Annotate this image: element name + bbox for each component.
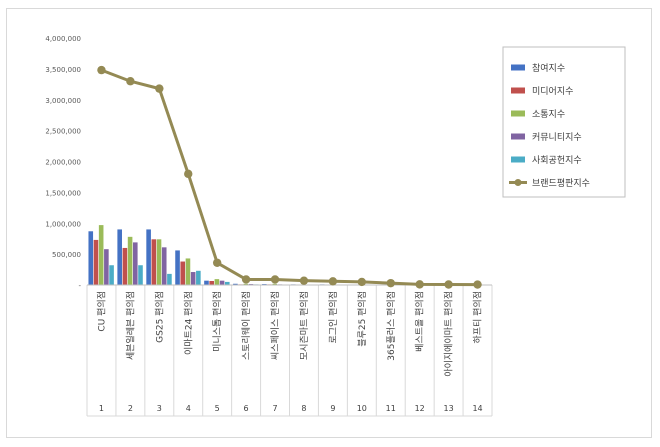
legend-swatch bbox=[511, 156, 525, 163]
category-label: 로그인 편의점 bbox=[327, 291, 339, 344]
y-tick-label: 2,000,000 bbox=[45, 159, 81, 167]
category-index: 3 bbox=[157, 404, 162, 413]
category-label: 모시즌마트 편의점 bbox=[298, 291, 310, 360]
category-index: 1 bbox=[99, 404, 104, 413]
category-index: 7 bbox=[272, 404, 277, 413]
legend-swatch bbox=[511, 110, 525, 117]
bar-4 bbox=[161, 247, 167, 285]
bar-3 bbox=[243, 283, 249, 285]
line-point bbox=[328, 277, 338, 286]
bar-2 bbox=[180, 261, 186, 285]
bar-4 bbox=[190, 272, 196, 285]
line-point bbox=[212, 258, 222, 267]
line-series bbox=[100, 68, 478, 287]
category-label: 아이지에이마트 편의점 bbox=[443, 291, 455, 377]
bar-1 bbox=[233, 283, 238, 285]
bar-1 bbox=[117, 229, 122, 285]
bar-1 bbox=[88, 231, 94, 285]
legend-label: 브랜드평판지수 bbox=[532, 178, 590, 189]
bar-1 bbox=[146, 229, 151, 285]
category-label: 스토리웨이 편의점 bbox=[240, 291, 252, 360]
category-label: GS25 편의점 bbox=[153, 291, 165, 343]
legend-label: 참여지수 bbox=[532, 62, 565, 74]
category-index: 9 bbox=[330, 404, 335, 413]
line-point bbox=[357, 277, 367, 287]
category-label: 하프티 편의점 bbox=[472, 291, 484, 344]
y-tick-label: - bbox=[78, 282, 81, 290]
category-index: 6 bbox=[244, 404, 249, 413]
category-index: 12 bbox=[415, 404, 425, 413]
legend-label: 미디어지수 bbox=[532, 86, 573, 97]
bar-1 bbox=[204, 280, 209, 285]
bar-3 bbox=[272, 283, 278, 285]
category-label: CU 편의점 bbox=[95, 291, 107, 332]
bar-4 bbox=[104, 249, 109, 285]
line-point bbox=[126, 77, 135, 86]
category-label: 이마트24 편의점 bbox=[182, 291, 194, 355]
bar-5 bbox=[196, 270, 201, 285]
legend-swatch bbox=[511, 87, 525, 94]
y-tick-label: 3,000,000 bbox=[45, 97, 81, 105]
category-label: 365플러스 편의점 bbox=[385, 291, 397, 361]
y-tick-label: 4,000,000 bbox=[45, 35, 81, 43]
bar-5 bbox=[167, 273, 172, 285]
legend-swatch bbox=[511, 133, 525, 140]
category-label: 세븐일레븐 편의점 bbox=[124, 291, 136, 360]
category-index: 13 bbox=[444, 404, 454, 413]
bar-5 bbox=[224, 281, 230, 285]
bar-3 bbox=[214, 279, 220, 285]
category-label: 블루25 편의점 bbox=[356, 291, 368, 347]
legend-label: 소통지수 bbox=[532, 109, 565, 120]
line-point bbox=[299, 276, 309, 285]
y-tick-label: 3,500,000 bbox=[45, 66, 81, 74]
category-index: 8 bbox=[301, 404, 306, 413]
y-tick-label: 1,000,000 bbox=[45, 220, 81, 228]
line-point bbox=[444, 280, 453, 289]
bar-3 bbox=[98, 225, 104, 285]
line-point bbox=[97, 65, 106, 75]
bar-3 bbox=[185, 258, 191, 285]
y-tick-label: 1,500,000 bbox=[45, 189, 81, 197]
category-label: 미니스톱 편의점 bbox=[211, 291, 223, 352]
line-point bbox=[184, 169, 193, 179]
legend-marker bbox=[514, 179, 522, 186]
line-point bbox=[155, 84, 164, 93]
line-point bbox=[473, 280, 482, 289]
category-index: 4 bbox=[186, 404, 191, 413]
y-tick-label: 500,000 bbox=[52, 251, 81, 259]
category-index: 10 bbox=[357, 404, 367, 413]
y-tick-label: 2,500,000 bbox=[45, 128, 81, 136]
legend-swatch bbox=[511, 64, 525, 71]
line-point bbox=[415, 280, 424, 289]
category-index: 2 bbox=[128, 404, 133, 413]
bar-5 bbox=[109, 265, 114, 285]
bar-1 bbox=[175, 250, 180, 285]
line-point bbox=[270, 275, 280, 284]
category-index: 5 bbox=[215, 404, 220, 413]
category-index: 11 bbox=[386, 404, 396, 413]
category-index: 14 bbox=[472, 404, 482, 413]
bar-2 bbox=[151, 239, 157, 285]
bar-4 bbox=[219, 280, 225, 285]
bar-2 bbox=[122, 247, 128, 285]
line-point bbox=[241, 275, 251, 284]
bar-4 bbox=[132, 242, 138, 285]
category-label: 씨스페이스 편의점 bbox=[269, 291, 281, 360]
legend-label: 사회공헌지수 bbox=[532, 155, 582, 166]
legend-label: 커뮤니티지수 bbox=[532, 132, 582, 143]
bar-3 bbox=[127, 236, 133, 285]
bar-2 bbox=[209, 280, 214, 285]
bar-2 bbox=[93, 239, 99, 285]
category-label: 베스트올 편의점 bbox=[414, 291, 426, 352]
bar-3 bbox=[156, 239, 162, 285]
bar-5 bbox=[138, 265, 143, 285]
line-point bbox=[386, 278, 395, 288]
legend-box bbox=[502, 46, 626, 198]
